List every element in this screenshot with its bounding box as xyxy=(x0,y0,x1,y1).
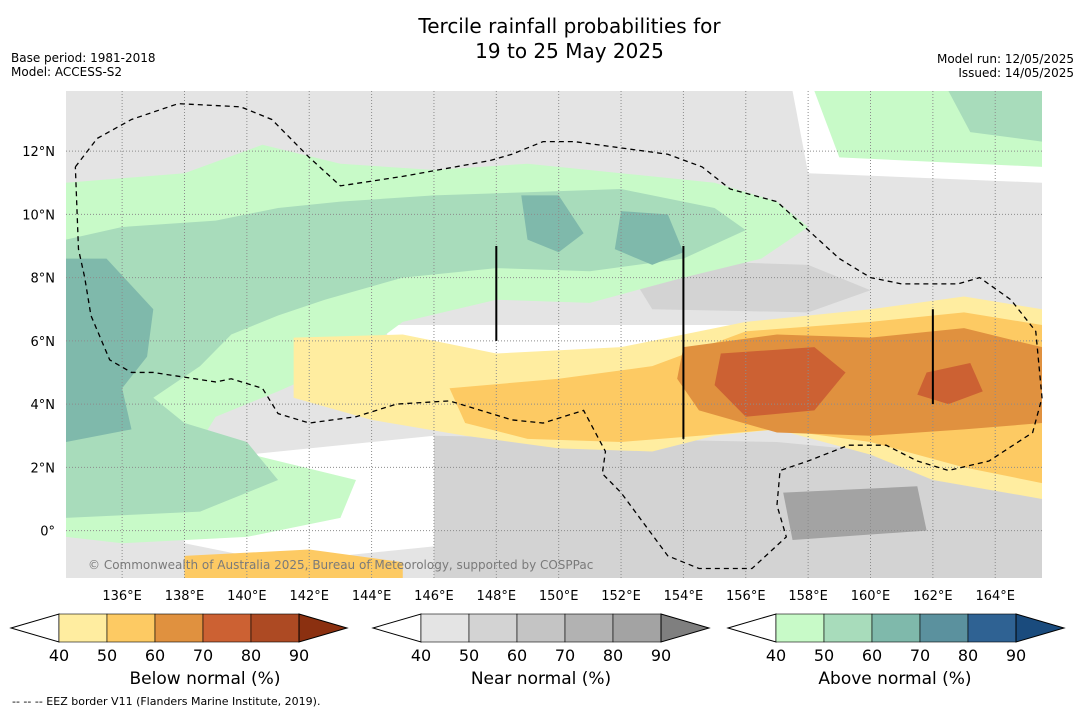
colorbar-tick-label: 90 xyxy=(651,646,671,665)
colorbar-low-extend xyxy=(726,613,777,643)
x-tick-label: 140°E xyxy=(227,589,267,604)
x-tick-label: 148°E xyxy=(477,589,517,604)
chart-title-line2: 19 to 25 May 2025 xyxy=(475,39,664,63)
y-tick-label: 4°N xyxy=(31,398,56,413)
x-tick-label: 160°E xyxy=(851,589,891,604)
colorbar-high-extend xyxy=(298,613,349,643)
colorbar-tick-label: 40 xyxy=(49,646,69,665)
x-tick-label: 164°E xyxy=(975,589,1015,604)
colorbar-tick-label: 50 xyxy=(459,646,479,665)
colorbar-1: 40 50 60 70 80 90 xyxy=(371,613,711,665)
colorbar-tick-label: 90 xyxy=(1006,646,1026,665)
issued-date: Issued: 14/05/2025 xyxy=(958,66,1074,80)
x-tick-label: 136°E xyxy=(102,589,142,604)
eez-footer-note: -- -- -- EEZ border V11 (Flanders Marine… xyxy=(12,695,321,708)
model-run: Model run: 12/05/2025 xyxy=(936,52,1074,66)
x-tick-label: 144°E xyxy=(352,589,392,604)
colorbar-near-label: Near normal (%) xyxy=(470,669,612,689)
chart-title: Tercile rainfall probabilities for 19 to… xyxy=(0,14,1085,64)
colorbar-segment xyxy=(154,613,204,643)
colorbar-2: 40 50 60 70 80 90 xyxy=(726,613,1066,665)
colorbar-above-label: Above normal (%) xyxy=(818,669,972,689)
colorbar-segment xyxy=(516,613,566,643)
region-above-ne-50 xyxy=(948,91,1042,142)
y-tick-label: 0° xyxy=(40,525,55,540)
y-tick-label: 12°N xyxy=(22,145,55,160)
x-tick-label: 138°E xyxy=(165,589,205,604)
meta-right: Model run: 12/05/2025 Issued: 14/05/2025 xyxy=(937,52,1074,80)
model-name: Model: ACCESS-S2 xyxy=(11,65,123,79)
colorbar-tick-label: 60 xyxy=(507,646,527,665)
eez-border-line xyxy=(74,102,1043,570)
colorbar-0: 40 50 60 70 80 90 xyxy=(9,613,349,665)
colorbar-tick-label: 50 xyxy=(814,646,834,665)
chart-title-line1: Tercile rainfall probabilities for xyxy=(418,14,721,38)
colorbar-high-extend xyxy=(660,613,711,643)
meta-left: Base period: 1981-2018 Model: ACCESS-S2 xyxy=(11,51,156,79)
colorbar-segment xyxy=(871,613,921,643)
colorbar-low-extend xyxy=(371,613,422,643)
colorbar-tick-label: 60 xyxy=(145,646,165,665)
colorbar-tick-label: 70 xyxy=(193,646,213,665)
region-above-60 xyxy=(66,258,154,443)
colorbar-tick-label: 80 xyxy=(241,646,261,665)
colorbar-tick-label: 40 xyxy=(411,646,431,665)
colorbar-tick-label: 70 xyxy=(555,646,575,665)
colorbar-segment xyxy=(420,613,470,643)
base-period: Base period: 1981-2018 xyxy=(11,51,156,65)
colorbar-segment xyxy=(468,613,518,643)
watermark: © Commonwealth of Australia 2025, Bureau… xyxy=(88,558,594,572)
y-tick-label: 2°N xyxy=(31,461,56,476)
x-tick-label: 154°E xyxy=(664,589,704,604)
region-near-80 xyxy=(783,486,927,541)
colorbar-tick-label: 40 xyxy=(766,646,786,665)
region-below-50-s xyxy=(184,549,403,578)
region-below-70 xyxy=(714,347,846,417)
y-tick-label: 6°N xyxy=(31,335,56,350)
colorbar-segment xyxy=(612,613,662,643)
x-tick-label: 142°E xyxy=(289,589,329,604)
x-tick-label: 162°E xyxy=(913,589,953,604)
colorbar-tick-label: 80 xyxy=(958,646,978,665)
colorbar-segment xyxy=(58,613,108,643)
region-above-50 xyxy=(66,189,746,518)
colorbar-segment xyxy=(823,613,873,643)
colorbar-segment xyxy=(919,613,969,643)
x-tick-label: 150°E xyxy=(539,589,579,604)
region-above-60-c xyxy=(614,211,684,265)
colorbar-tick-label: 50 xyxy=(97,646,117,665)
x-tick-label: 156°E xyxy=(726,589,766,604)
region-near-50 xyxy=(433,435,1042,578)
y-tick-label: 10°N xyxy=(22,208,55,223)
colorbar-tick-label: 90 xyxy=(289,646,309,665)
colorbar-segment xyxy=(775,613,825,643)
colorbar-segment xyxy=(202,613,252,643)
x-tick-label: 158°E xyxy=(788,589,828,604)
colorbar-segment xyxy=(564,613,614,643)
colorbar-low-extend xyxy=(9,613,60,643)
colorbar-segment xyxy=(106,613,156,643)
map-regions xyxy=(66,91,1042,578)
x-tick-label: 146°E xyxy=(414,589,454,604)
colorbar-below-label: Below normal (%) xyxy=(129,669,281,689)
colorbar-segment xyxy=(250,613,300,643)
x-tick-label: 152°E xyxy=(601,589,641,604)
colorbar-tick-label: 60 xyxy=(862,646,882,665)
colorbar-high-extend xyxy=(1015,613,1066,643)
colorbar-tick-label: 70 xyxy=(910,646,930,665)
colorbar-tick-label: 80 xyxy=(603,646,623,665)
colorbar-segment xyxy=(967,613,1017,643)
y-tick-label: 8°N xyxy=(31,272,56,287)
region-above-60-b xyxy=(521,195,584,253)
